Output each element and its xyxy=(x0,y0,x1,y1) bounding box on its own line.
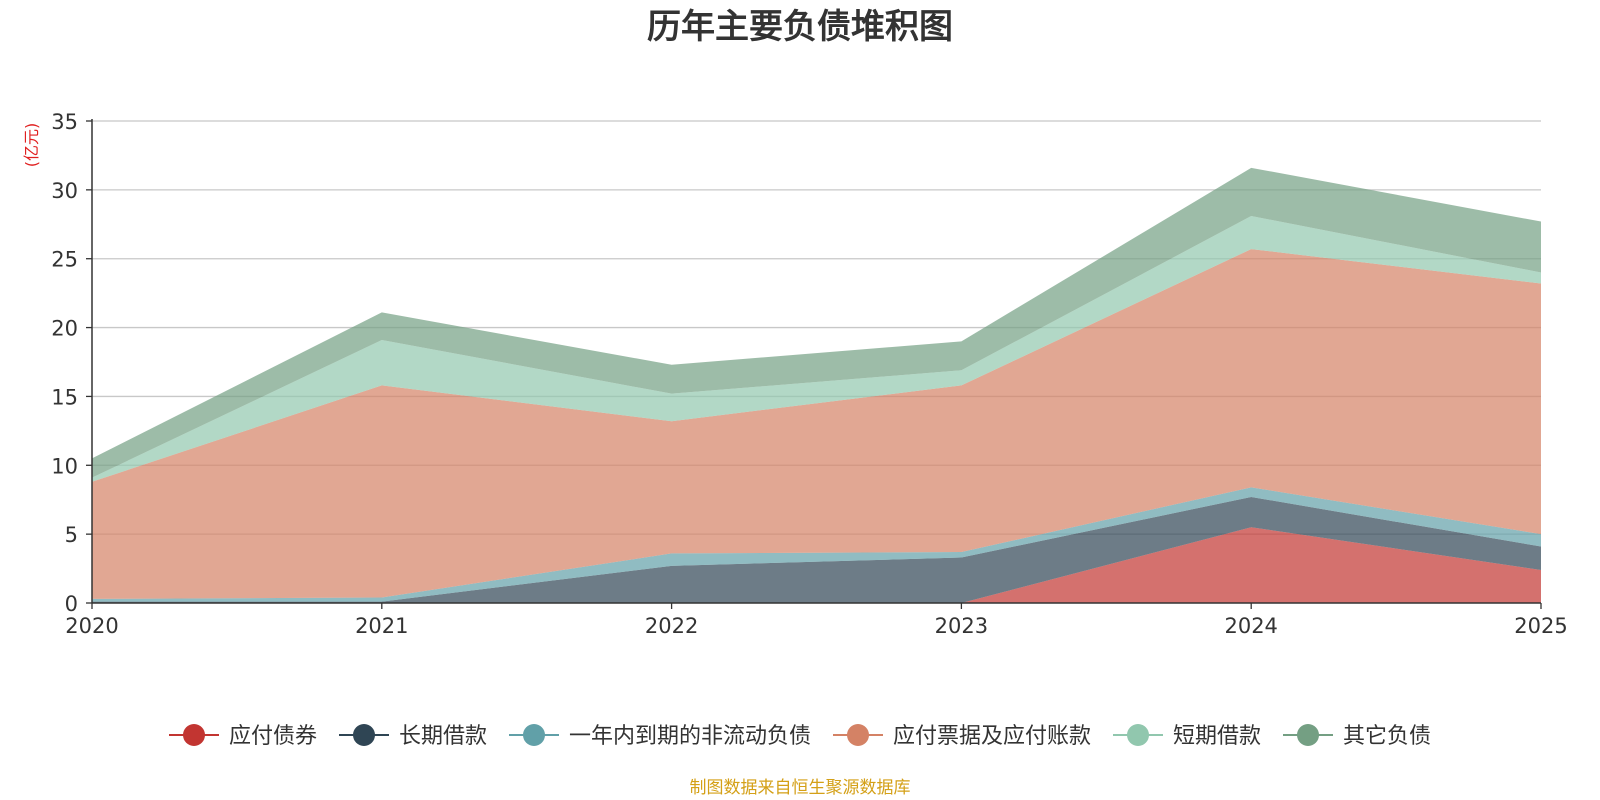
area-series-4 xyxy=(92,249,1541,599)
legend-dot-icon xyxy=(183,724,205,746)
legend-item-4[interactable]: 应付票据及应付账款 xyxy=(833,724,1091,749)
legend: 应付债券 长期借款 一年内到期的非流动负债 应付票据及应付账款 短期借款 其它负债 xyxy=(169,724,1431,749)
legend-dot-icon xyxy=(1127,724,1149,746)
legend-item-2[interactable]: 长期借款 xyxy=(339,724,487,749)
legend-label: 应付票据及应付账款 xyxy=(893,724,1091,749)
legend-dot-icon xyxy=(523,724,545,746)
area-series-6 xyxy=(92,167,1541,478)
area-series xyxy=(92,167,1541,603)
y-tick-label: 0 xyxy=(65,592,78,616)
x-tick-label: 2022 xyxy=(645,614,698,638)
legend-item-1[interactable]: 应付债券 xyxy=(169,724,317,749)
legend-label: 应付债券 xyxy=(229,724,317,749)
y-tick-label: 10 xyxy=(51,454,78,478)
legend-label: 短期借款 xyxy=(1173,724,1261,749)
x-tick-label: 2024 xyxy=(1224,614,1277,638)
area-series-2 xyxy=(92,496,1541,603)
legend-item-6[interactable]: 其它负债 xyxy=(1283,724,1431,749)
y-tick-label: 20 xyxy=(51,317,78,341)
legend-dot-icon xyxy=(847,724,869,746)
legend-label: 其它负债 xyxy=(1343,724,1431,749)
legend-label: 一年内到期的非流动负债 xyxy=(569,724,811,749)
x-tick-label: 2020 xyxy=(65,614,118,638)
y-tick-label: 15 xyxy=(51,385,78,409)
legend-dot-icon xyxy=(1297,724,1319,746)
y-tick-label: 30 xyxy=(51,179,78,203)
y-tick-label: 25 xyxy=(51,248,78,272)
x-tick-label: 2021 xyxy=(355,614,408,638)
x-tick-label: 2025 xyxy=(1514,614,1567,638)
legend-item-3[interactable]: 一年内到期的非流动负债 xyxy=(509,724,811,749)
y-axis-unit-label: (亿元) xyxy=(22,123,41,168)
area-series-1 xyxy=(92,527,1541,603)
x-tick-label: 2023 xyxy=(935,614,988,638)
legend-dot-icon xyxy=(353,724,375,746)
area-series-5 xyxy=(92,216,1541,482)
y-tick-label: 5 xyxy=(65,523,78,547)
data-source-note: 制图数据来自恒生聚源数据库 xyxy=(690,778,911,798)
y-tick-label: 35 xyxy=(51,110,78,134)
legend-label: 长期借款 xyxy=(399,724,487,749)
legend-item-5[interactable]: 短期借款 xyxy=(1113,724,1261,749)
chart-title: 历年主要负债堆积图 xyxy=(647,7,953,47)
